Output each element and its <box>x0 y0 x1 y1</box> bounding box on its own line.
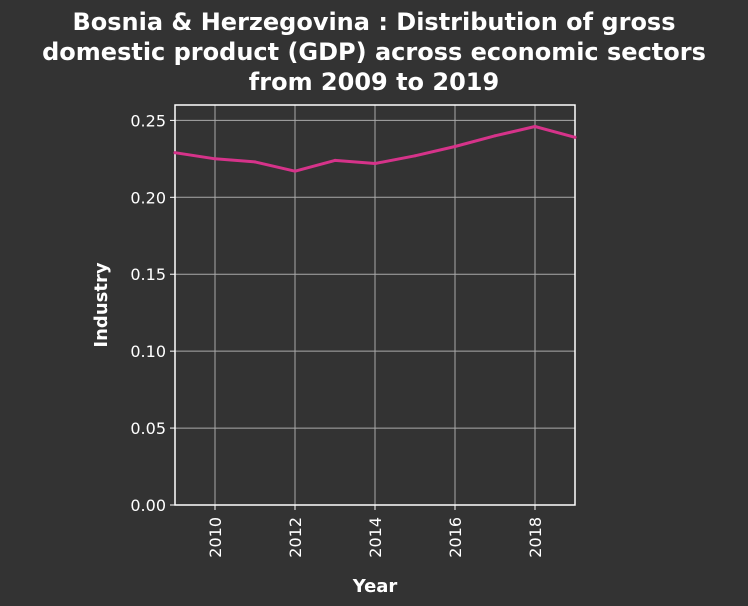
y-tick-label: 0.20 <box>130 188 166 207</box>
data-point <box>173 151 177 155</box>
x-tick-label: 2014 <box>366 517 385 558</box>
x-tick-label: 2012 <box>286 517 305 558</box>
y-axis: 0.00 0.05 0.10 0.15 0.20 0.25 <box>130 111 175 515</box>
chart-title-line-3: from 2009 to 2019 <box>249 68 499 96</box>
y-tick-label: 0.05 <box>130 419 166 438</box>
chart-title-line-1: Bosnia & Herzegovina : Distribution of g… <box>72 8 675 36</box>
data-point <box>333 158 337 162</box>
data-point <box>293 169 297 173</box>
chart-title-line-2: domestic product (GDP) across economic s… <box>42 38 706 66</box>
data-point <box>453 145 457 149</box>
data-point <box>493 134 497 138</box>
x-tick-label: 2010 <box>206 517 225 558</box>
x-axis: 2010 2012 2014 2016 2018 <box>206 505 545 558</box>
y-tick-label: 0.25 <box>130 111 166 130</box>
data-point <box>253 160 257 164</box>
x-tick-label: 2016 <box>446 517 465 558</box>
x-axis-label: Year <box>352 576 398 597</box>
data-point <box>573 135 577 139</box>
data-point <box>413 154 417 158</box>
x-tick-label: 2018 <box>526 517 545 558</box>
data-point <box>373 161 377 165</box>
data-point <box>213 157 217 161</box>
y-axis-label: Industry <box>91 262 112 347</box>
data-point <box>533 125 537 129</box>
y-tick-label: 0.00 <box>130 496 166 515</box>
series-layer <box>173 125 577 173</box>
y-tick-label: 0.10 <box>130 342 166 361</box>
y-tick-label: 0.15 <box>130 265 166 284</box>
